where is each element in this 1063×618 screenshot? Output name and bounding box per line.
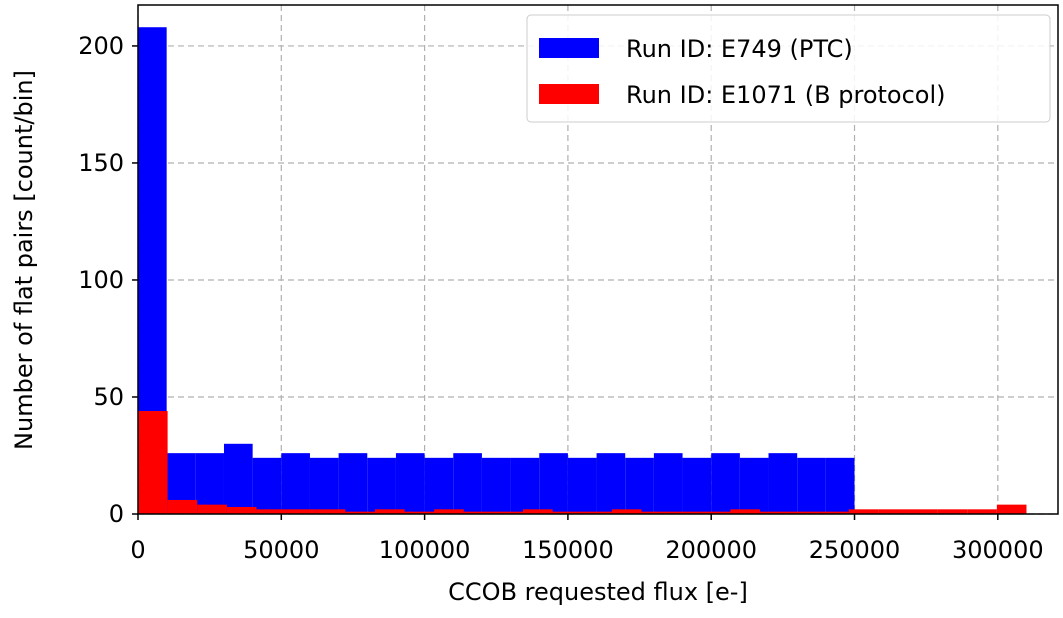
bar: [539, 453, 568, 514]
bar: [682, 457, 712, 514]
x-tick-label: 300000: [952, 536, 1044, 564]
bar: [611, 509, 642, 514]
y-tick-label: 50: [93, 383, 124, 411]
bar: [996, 504, 1027, 514]
bar: [819, 511, 849, 514]
bar: [789, 511, 820, 514]
bar: [481, 457, 511, 514]
bar: [338, 453, 368, 514]
legend-label: Run ID: E749 (PTC): [626, 35, 853, 63]
bar: [256, 509, 287, 514]
legend: Run ID: E749 (PTC) Run ID: E1071 (B proto…: [526, 14, 1051, 123]
x-tick-label: 200000: [665, 536, 757, 564]
bar: [404, 511, 435, 514]
bar: [493, 511, 524, 514]
bar: [226, 506, 257, 514]
bar: [367, 457, 396, 514]
bar: [967, 509, 997, 514]
bar: [596, 453, 626, 514]
bar: [223, 443, 253, 514]
bar: [825, 457, 855, 514]
bar: [567, 457, 597, 514]
x-tick-label: 0: [130, 536, 145, 564]
legend-swatch: [539, 84, 599, 104]
y-tick-label: 0: [109, 500, 124, 528]
bar: [739, 457, 769, 514]
bar: [309, 457, 339, 514]
bar: [700, 511, 731, 514]
bar: [345, 511, 375, 514]
bar: [395, 453, 425, 514]
bar: [463, 511, 494, 514]
bar: [195, 453, 224, 514]
bar: [424, 457, 454, 514]
bar: [671, 511, 701, 514]
bar: [908, 509, 938, 514]
bar: [759, 511, 790, 514]
bar: [286, 509, 316, 514]
bar: [197, 504, 227, 514]
bar: [552, 511, 583, 514]
bar: [510, 457, 540, 514]
bar: [252, 457, 282, 514]
y-tick-label: 100: [78, 266, 124, 294]
y-tick-label: 150: [78, 149, 124, 177]
bar: [848, 509, 879, 514]
bar: [937, 509, 968, 514]
legend-label: Run ID: E1071 (B protocol): [626, 81, 946, 109]
bar: [797, 457, 826, 514]
bar: [730, 509, 760, 514]
bar: [315, 509, 346, 514]
bar: [641, 511, 672, 514]
bar: [167, 499, 198, 514]
bar: [878, 509, 909, 514]
bar: [625, 457, 654, 514]
x-tick-label: 50000: [243, 536, 319, 564]
plot-frame: [137, 4, 1059, 515]
x-axis-label: CCOB requested flux [e-]: [448, 578, 748, 606]
x-tick-label: 250000: [809, 536, 901, 564]
x-tick-label: 150000: [522, 536, 614, 564]
bar: [711, 453, 740, 514]
legend-box: [526, 14, 1051, 123]
bar: [434, 509, 464, 514]
x-tick-label: 100000: [379, 536, 471, 564]
bar: [138, 411, 168, 514]
legend-swatch: [539, 38, 599, 58]
bar: [453, 453, 482, 514]
y-tick-label: 200: [78, 32, 124, 60]
bar: [523, 509, 553, 514]
bar: [281, 453, 310, 514]
bar: [653, 453, 683, 514]
bar: [374, 509, 405, 514]
bar: [582, 511, 612, 514]
bar: [768, 453, 798, 514]
y-axis-label: Number of flat pairs [count/bin]: [10, 70, 38, 450]
